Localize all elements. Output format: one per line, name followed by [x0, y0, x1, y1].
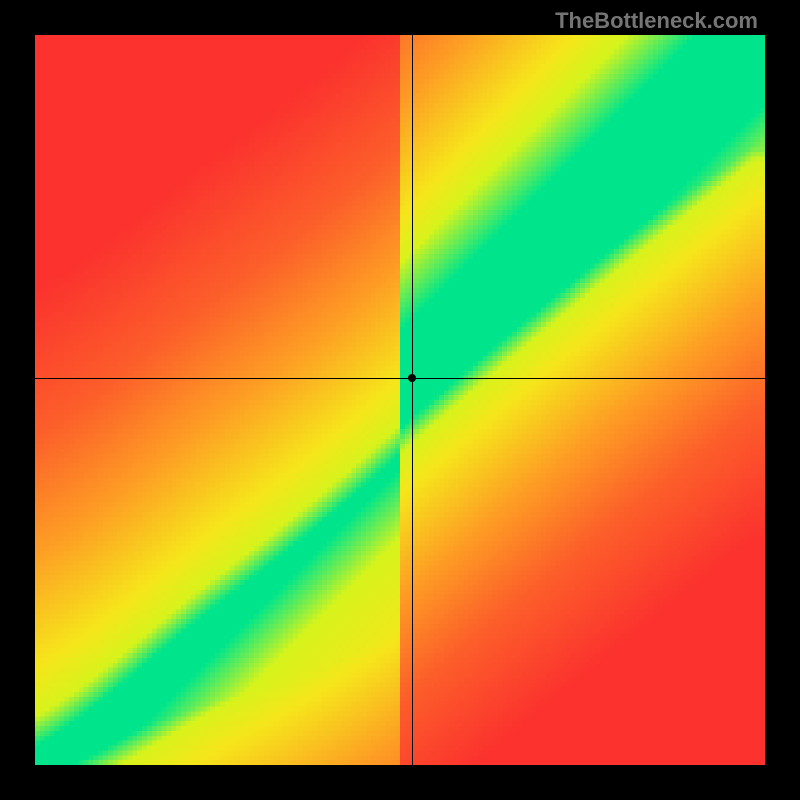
crosshair-horizontal	[35, 378, 765, 379]
heatmap-canvas	[35, 35, 765, 765]
bottleneck-heatmap	[35, 35, 765, 765]
watermark-text: TheBottleneck.com	[555, 8, 758, 34]
crosshair-marker	[408, 374, 416, 382]
crosshair-vertical	[412, 35, 413, 765]
